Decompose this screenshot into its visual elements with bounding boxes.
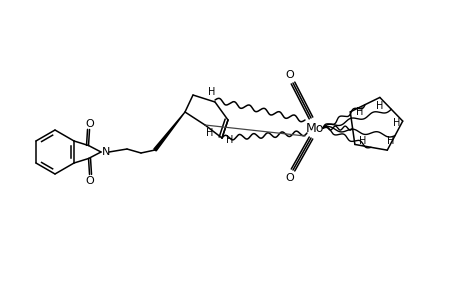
Text: O: O (85, 176, 94, 185)
Text: Mo: Mo (305, 122, 324, 134)
Polygon shape (153, 112, 185, 151)
Text: H: H (206, 128, 213, 138)
Text: N: N (101, 147, 110, 157)
Text: H: H (226, 135, 233, 145)
Text: H: H (392, 118, 399, 128)
Text: O: O (285, 70, 294, 80)
Text: H: H (355, 107, 362, 117)
Text: O: O (285, 173, 294, 183)
Text: H: H (375, 101, 383, 111)
Text: H: H (386, 136, 393, 146)
Text: H: H (208, 87, 215, 97)
Text: O: O (85, 118, 94, 128)
Text: H: H (358, 136, 366, 146)
